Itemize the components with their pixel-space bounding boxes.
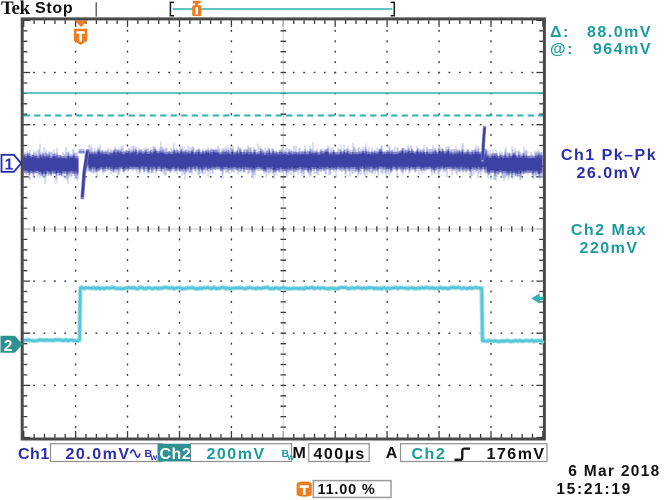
svg-text:1: 1 — [5, 156, 14, 173]
svg-text:2: 2 — [4, 338, 13, 355]
